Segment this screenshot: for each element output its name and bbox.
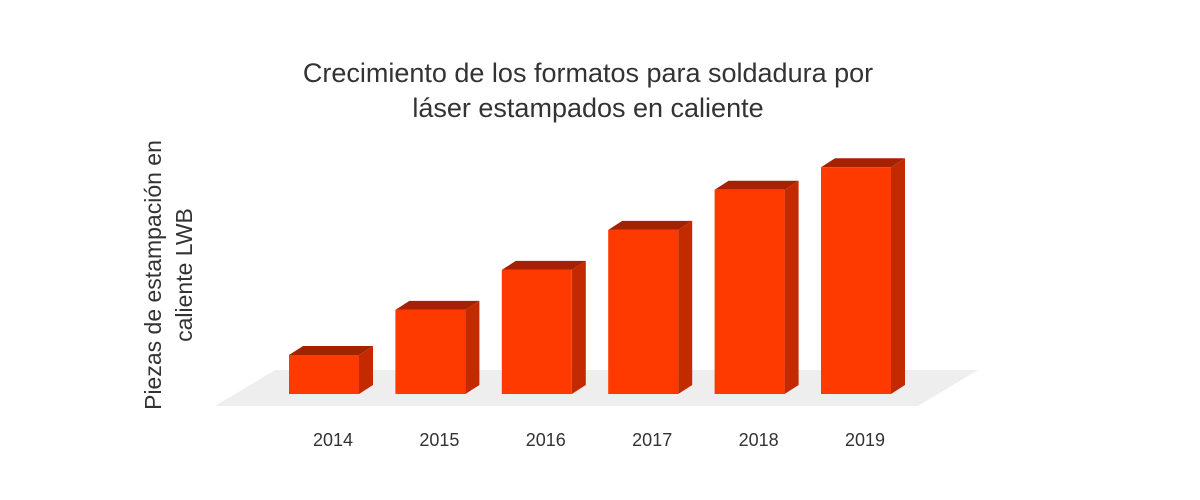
- bar-top: [501, 260, 586, 270]
- bar-top: [821, 158, 905, 168]
- bar-front: [289, 355, 359, 394]
- bar-side: [359, 346, 373, 394]
- bar-front: [608, 229, 679, 394]
- bar-top: [608, 220, 693, 230]
- bar-top: [289, 346, 373, 356]
- bar-2015: [395, 300, 480, 394]
- x-tick-label-2017: 2017: [632, 430, 672, 450]
- x-tick-label-2016: 2016: [526, 430, 566, 450]
- x-tick-labels: 2014 2015 2016 2017 2018 2019: [313, 430, 885, 450]
- chart-title-line-1: Crecimiento de los formatos para soldadu…: [303, 58, 873, 88]
- x-tick-label-2018: 2018: [739, 430, 779, 450]
- bar-2019: [821, 158, 905, 394]
- y-axis-label-line-2: caliente LWB: [171, 208, 197, 342]
- bar-top: [395, 300, 480, 310]
- bar-2017: [608, 220, 693, 394]
- bar-2014: [289, 346, 373, 394]
- bar-side: [678, 220, 693, 394]
- x-tick-label-2014: 2014: [313, 430, 353, 450]
- bars-group: [289, 158, 905, 394]
- bar-2018: [714, 180, 799, 394]
- bar-2016: [501, 260, 586, 394]
- bar-front: [714, 189, 785, 394]
- bar-side: [571, 260, 586, 394]
- bar-top: [714, 180, 799, 190]
- bar-front: [501, 269, 572, 394]
- bar-side: [465, 300, 480, 394]
- bar-front: [395, 309, 466, 394]
- bar-front: [821, 167, 891, 394]
- bar-side: [891, 158, 905, 394]
- x-tick-label-2019: 2019: [845, 430, 885, 450]
- y-axis-label-line-1: Piezas de estampación en: [140, 140, 166, 410]
- chart-title-line-2: láser estampados en caliente: [412, 93, 763, 123]
- bar-side: [784, 180, 799, 394]
- x-tick-label-2015: 2015: [419, 430, 459, 450]
